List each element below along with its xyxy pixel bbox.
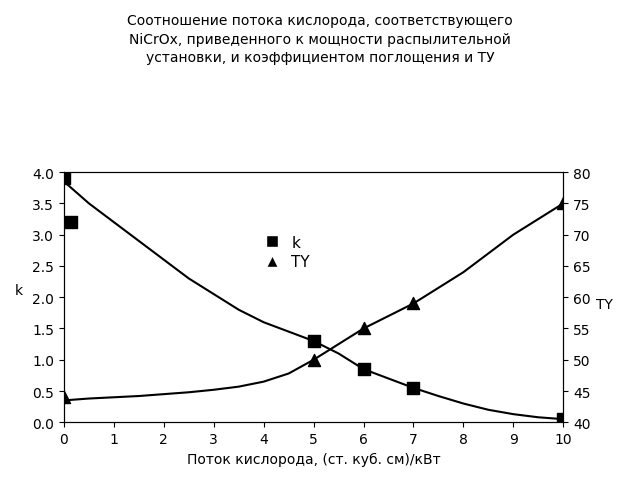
Point	[408, 384, 419, 392]
Text: Соотношение потока кислорода, соответствующего
NiCrOx, приведенного к мощности р: Соотношение потока кислорода, соответств…	[127, 14, 513, 65]
Point	[558, 200, 568, 208]
Point	[59, 394, 69, 401]
Point	[308, 356, 319, 364]
Point	[358, 366, 369, 373]
Legend: k, TY: k, TY	[257, 235, 310, 270]
X-axis label: Поток кислорода, (ст. куб. см)/кВт: Поток кислорода, (ст. куб. см)/кВт	[187, 452, 440, 466]
Point	[408, 300, 419, 308]
Point	[308, 337, 319, 345]
Point	[558, 415, 568, 423]
Y-axis label: k: k	[14, 284, 22, 298]
Point	[67, 219, 77, 227]
Point	[358, 325, 369, 333]
Y-axis label: TY: TY	[596, 298, 613, 312]
Point	[59, 175, 69, 183]
